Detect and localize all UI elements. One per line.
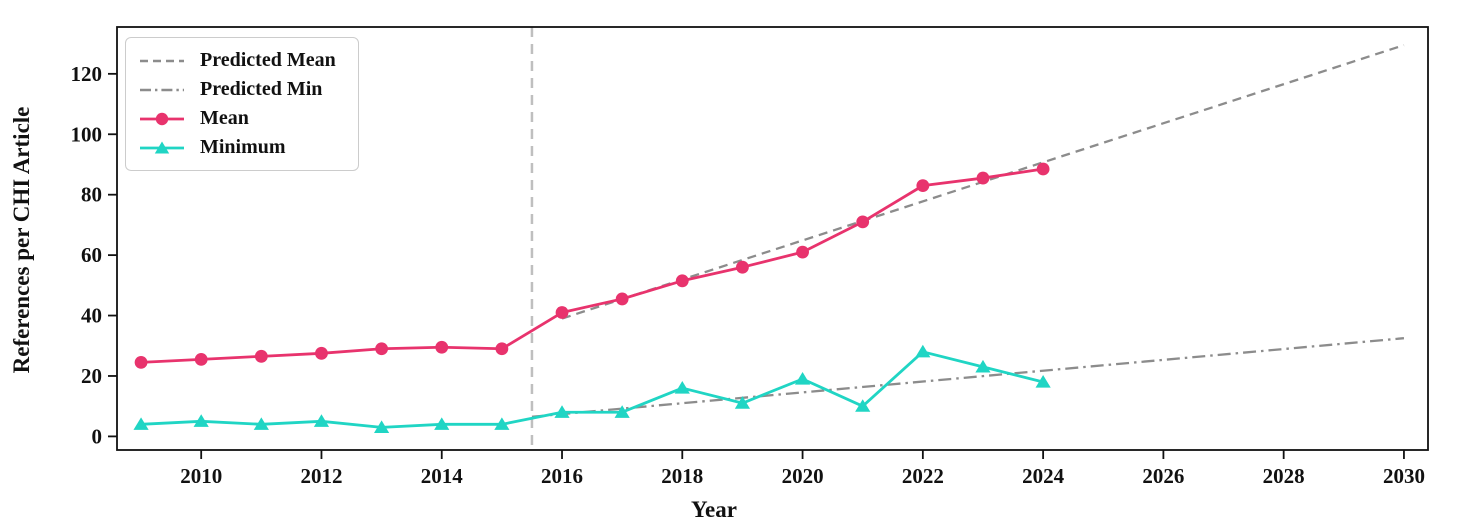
y-tick-label: 20 — [81, 364, 102, 388]
x-tick-label: 2016 — [541, 464, 583, 488]
series-line-minimum — [140, 350, 1044, 429]
dashdot-line-swatch-icon — [140, 88, 184, 91]
x-tick-label: 2012 — [300, 464, 342, 488]
mean-point-marker — [254, 349, 268, 363]
x-tick-label: 2020 — [782, 464, 824, 488]
mean-point-marker — [675, 274, 689, 288]
mean-point-marker — [495, 342, 509, 356]
mean-point-marker — [134, 355, 148, 369]
x-tick-label: 2022 — [902, 464, 944, 488]
legend-item-predicted-mean: Predicted Mean — [138, 46, 336, 75]
mean-point-marker — [315, 346, 328, 360]
mean-point-marker — [736, 260, 749, 274]
x-tick-label: 2028 — [1263, 464, 1305, 488]
mean-point-marker — [976, 171, 990, 185]
minimum-point-marker — [494, 417, 510, 430]
legend: Predicted Mean Predicted Min Mean Minimu… — [125, 37, 359, 171]
minimum-point-marker — [133, 417, 149, 430]
legend-item-minimum: Minimum — [138, 133, 336, 162]
legend-label: Minimum — [200, 136, 286, 158]
x-axis-title: Year — [691, 497, 737, 522]
y-tick-label: 120 — [71, 62, 103, 86]
x-tick-label: 2026 — [1142, 464, 1184, 488]
minimum-point-marker — [434, 417, 450, 430]
mean-point-marker — [856, 215, 870, 229]
triangle-marker-swatch-icon — [140, 141, 184, 153]
minimum-point-marker — [734, 396, 751, 409]
x-tick-label: 2018 — [661, 464, 703, 488]
legend-label: Predicted Mean — [200, 49, 336, 71]
y-tick-label: 60 — [81, 243, 102, 267]
legend-item-mean: Mean — [138, 104, 336, 133]
y-tick-label: 80 — [81, 183, 102, 207]
minimum-point-marker — [794, 371, 811, 385]
legend-item-predicted-min: Predicted Min — [138, 75, 336, 104]
x-tick-label: 2014 — [421, 464, 464, 488]
plot-border — [116, 26, 1429, 451]
mean-point-marker — [194, 352, 208, 366]
minimum-point-marker — [253, 417, 269, 430]
minimum-point-marker — [855, 399, 871, 412]
mean-point-marker — [555, 306, 569, 319]
y-tick-label: 40 — [81, 304, 102, 328]
minimum-point-marker — [1035, 375, 1051, 388]
mean-point-marker — [796, 245, 809, 259]
minimum-point-marker — [975, 359, 991, 373]
y-tick-label: 0 — [92, 424, 103, 448]
y-tick-label: 100 — [71, 122, 103, 146]
mean-point-marker — [916, 179, 930, 193]
dashed-line-swatch-icon — [140, 59, 184, 62]
minimum-point-marker — [193, 414, 209, 427]
mean-point-marker — [375, 342, 389, 356]
minimum-point-marker — [915, 344, 931, 358]
mean-swatch-marker — [155, 112, 169, 125]
x-tick-label: 2010 — [180, 464, 222, 488]
mean-point-marker — [1036, 162, 1050, 176]
minimum-point-marker — [614, 405, 630, 418]
series-line-predicted-min — [531, 337, 1405, 418]
minimum-point-marker — [374, 420, 390, 433]
minimum-swatch-marker — [154, 141, 170, 153]
series-line-mean — [140, 167, 1044, 364]
circle-marker-swatch-icon — [140, 112, 184, 125]
x-tick-label: 2024 — [1022, 464, 1065, 488]
minimum-point-marker — [554, 405, 570, 418]
y-axis-title: References per CHI Article — [9, 106, 34, 374]
legend-label: Mean — [200, 107, 249, 129]
legend-label: Predicted Min — [200, 78, 323, 100]
mean-point-marker — [435, 340, 449, 354]
minimum-point-marker — [674, 381, 690, 394]
minimum-point-marker — [313, 414, 330, 427]
mean-point-marker — [615, 292, 629, 306]
x-tick-label: 2030 — [1383, 464, 1425, 488]
